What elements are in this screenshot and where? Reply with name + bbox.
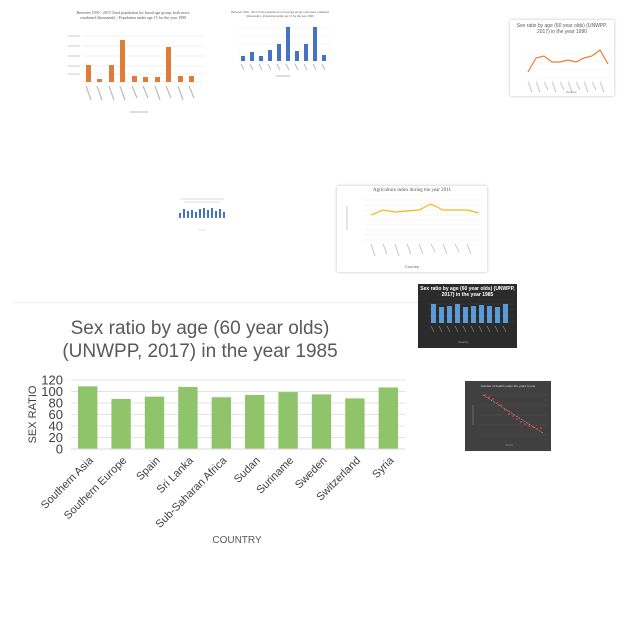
chart-title-line1: Sex ratio by age (60 year olds) [71,318,330,339]
bar [278,392,297,449]
bar [245,395,264,449]
x-tick-label: Southern Europe [62,455,129,522]
thumb-scatter-plot [465,381,551,451]
bar [379,387,398,449]
thumb-chart-sex-ratio-1990: Sex ratio by age (60 year olds) (UNWPP, … [510,20,614,96]
thumb-bar-plot [58,8,208,120]
bar [345,398,364,449]
y-tick-label: 120 [41,373,63,388]
thumb-xlabel: Country [566,90,577,94]
x-tick-label: Syria [370,454,397,481]
thumb-chart-deaths-dark: Number of deaths under the years to one [465,381,551,451]
thumb-bar-plot [224,8,336,82]
thumb-xlabel: Country [405,264,419,269]
y-axis-label: SEX RATIO [27,385,39,443]
x-tick-label: Spain [134,455,162,483]
thumb-line-plot [337,186,487,272]
bars [78,386,398,449]
bar [212,397,231,449]
thumb-chart-population-orange: Between 1950 - 2015 Total population for… [58,8,208,120]
main-bar-chart: Sex ratio by age (60 year olds) (UNWPP, … [0,305,420,565]
x-axis-label: COUNTRY [212,535,262,546]
x-tick-label: Suriname [254,455,296,497]
thumb-xlabel: Country [458,340,469,344]
thumb-chart-agriculture-index: Agriculture index during the year 2011 C… [337,186,487,272]
thumb-chart-small-blue [170,196,234,240]
divider [14,302,418,303]
chart-title-line2: (UNWPP, 2017) in the year 1985 [62,341,337,362]
thumb-title: Sex ratio by age (60 year olds) (UNWPP, … [510,23,614,35]
thumb-chart-population-blue: Between 1950 - 2015 Total population for… [224,8,336,82]
thumb-bar-plot [170,196,234,240]
bar [145,397,164,449]
bar [178,387,197,449]
x-tick-label: Sudan [232,455,263,486]
thumb-title: Number of deaths under the years to one [467,384,549,388]
bar [78,386,97,449]
thumb-title: Sex ratio by age (60 year olds) (UNWPP, … [420,286,515,298]
thumb-title: Agriculture index during the year 2011 [337,188,487,193]
thumb-title: Between 1950 - 2015 Total population for… [224,10,336,18]
thumb-chart-sex-ratio-1985-dark: Sex ratio by age (60 year olds) (UNWPP, … [418,284,517,348]
bar [111,399,130,449]
thumb-title: Between 1950 - 2015 Total population for… [58,10,208,20]
bar [312,394,331,449]
